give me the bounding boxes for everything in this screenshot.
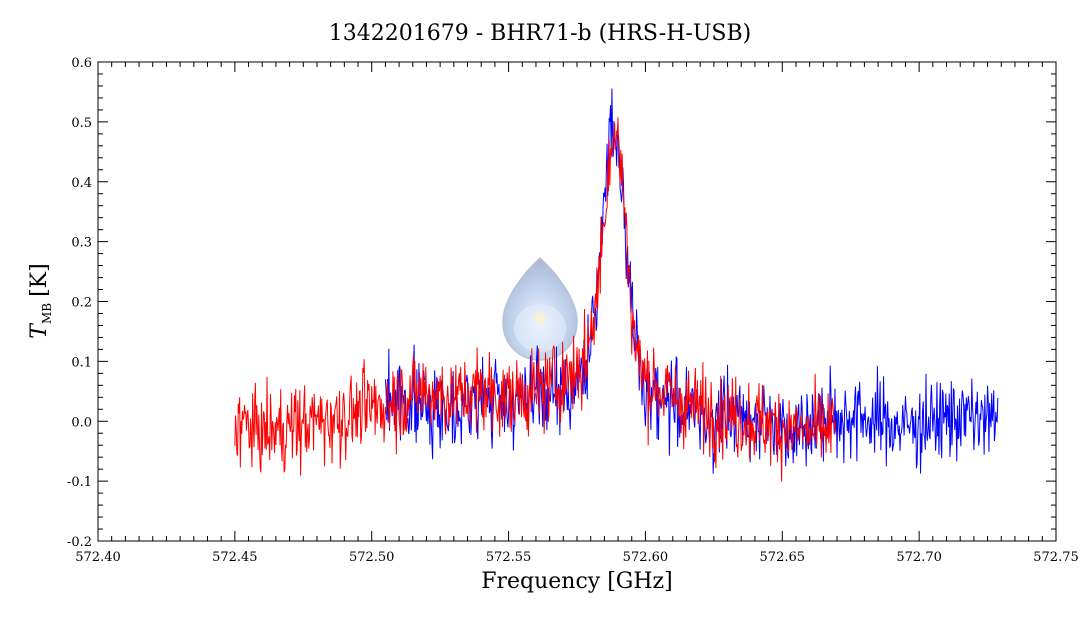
y-tick-label: 0.2: [71, 296, 92, 311]
y-tick-label: -0.2: [67, 535, 92, 550]
y-axis-label-unit: [K]: [27, 263, 52, 297]
y-axis-label-main: T: [27, 322, 52, 339]
y-tick-label: 0.6: [71, 56, 92, 71]
series-layer: [234, 88, 999, 482]
y-axis-label-sub: MB: [40, 303, 54, 324]
tick-layer: 572.40 572.45 572.50 572.55 572.60 572.65 572.…: [67, 56, 1079, 565]
series-line-2: [234, 117, 837, 482]
x-tick-label: 572.70: [896, 550, 942, 565]
plot-frame: [97, 61, 1057, 542]
x-tick-label: 572.40: [75, 550, 121, 565]
y-tick-label: 0.1: [71, 355, 92, 370]
x-tick-label: 572.50: [349, 550, 395, 565]
y-tick-label: 0.5: [71, 116, 92, 131]
y-axis-label: TMB [K]: [27, 263, 54, 338]
x-tick-label: 572.45: [212, 550, 258, 565]
x-tick-label: 572.75: [1033, 550, 1079, 565]
y-tick-label: 0.0: [71, 415, 92, 430]
x-tick-label: 572.60: [623, 550, 669, 565]
x-axis-label: Frequency [GHz]: [481, 569, 673, 594]
x-tick-label: 572.55: [486, 550, 532, 565]
chart-title: 1342201679 - BHR71-b (HRS-H-USB): [329, 21, 751, 46]
x-tick-label: 572.65: [760, 550, 806, 565]
y-tick-label: 0.3: [71, 236, 92, 251]
y-tick-label: -0.1: [67, 475, 92, 490]
herschel-logo-icon: [502, 256, 578, 361]
y-tick-label: 0.4: [71, 176, 92, 191]
